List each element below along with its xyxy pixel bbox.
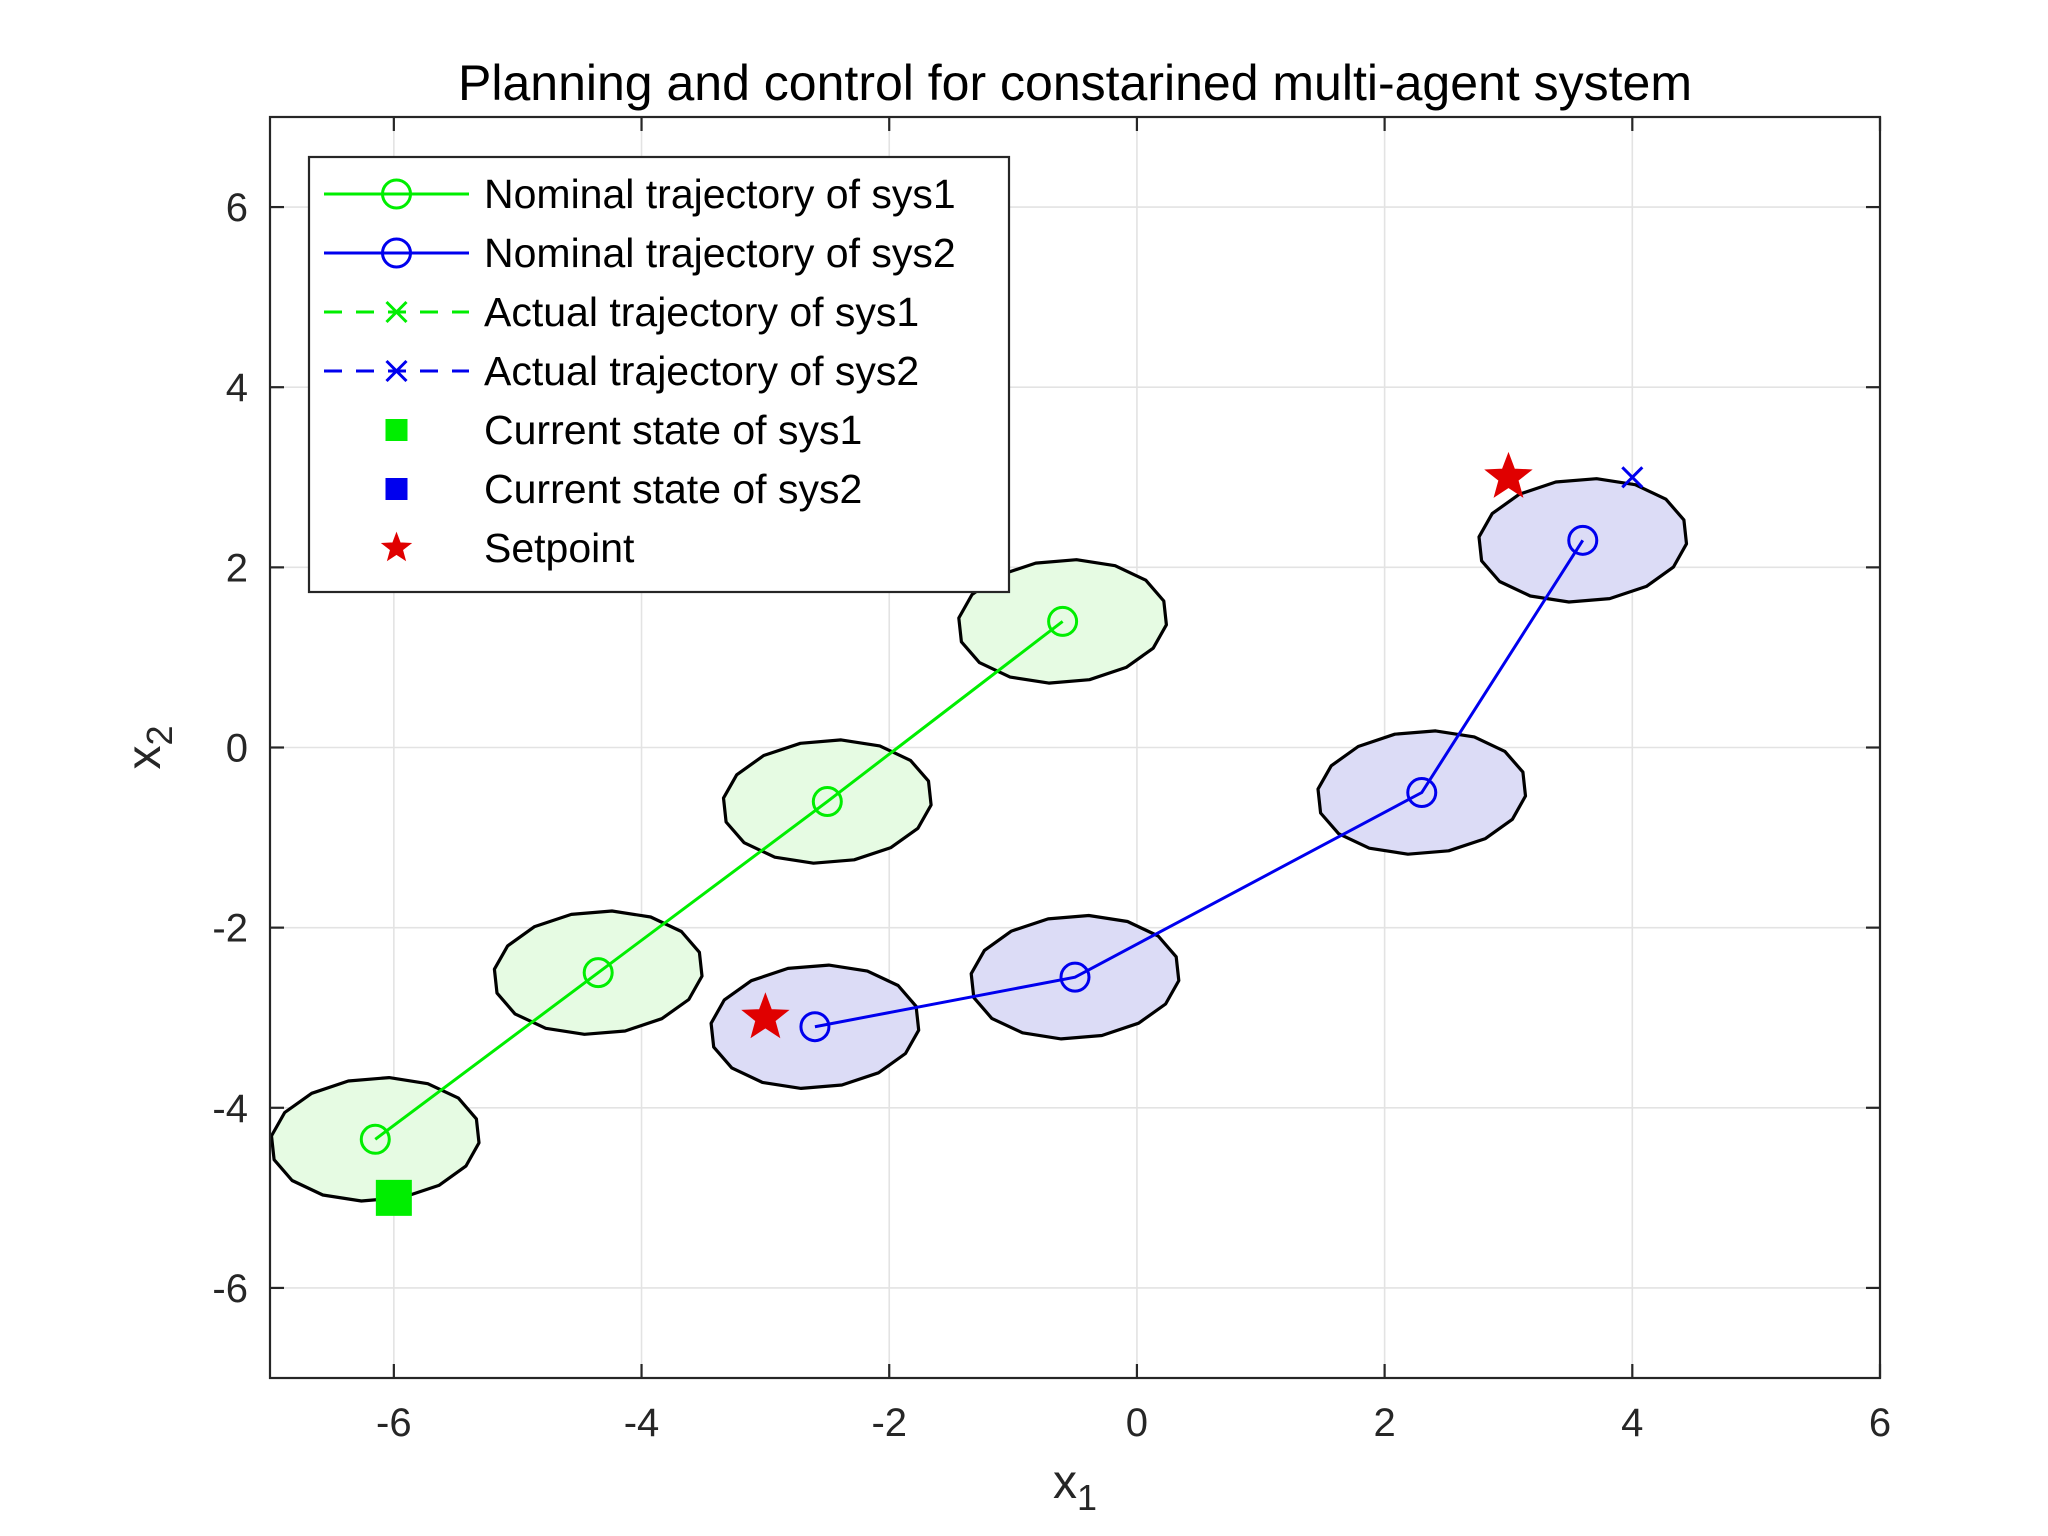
nominal-trajectory-of-sys1-tube [270,1075,481,1203]
nominal-trajectory-of-sys2-line [814,539,1585,1029]
nominal-trajectory-of-sys2-tube [709,963,921,1091]
nominal-trajectory-of-sys2-marker [1567,524,1599,556]
legend-label: Current state of sys1 [484,407,862,453]
legend-entry: Current state of sys1 [385,407,862,453]
y-tick-label: -4 [212,1087,248,1131]
current-state-of-sys1-marker [375,1179,412,1216]
legend-label: Actual trajectory of sys2 [484,348,919,394]
legend-label: Current state of sys2 [484,466,862,512]
legend-x-marker [385,300,408,324]
nominal-trajectory-of-sys2-marker [1406,777,1438,809]
nominal-trajectory-of-sys1-marker [811,786,843,818]
nominal-trajectory-of-sys1-marker [1047,605,1079,637]
nominal-trajectory-of-sys2-marker [1059,961,1091,993]
tick-layer: -6 -4 -2 0 2 4 6 -6 -4 -2 0 2 4 6 [212,117,1891,1445]
legend-entry: Nominal trajectory of sys1 [324,171,956,217]
legend-x-marker-stroke-b [385,300,408,324]
legend-label: Nominal trajectory of sys1 [484,171,956,217]
x-tick-label: -4 [624,1401,660,1445]
legend-square-marker [385,419,408,441]
legend: Nominal trajectory of sys1 Nominal trajec… [307,155,1011,594]
legend-star-marker [380,531,413,562]
legend-label: Actual trajectory of sys1 [484,289,919,335]
legend-label: Setpoint [484,525,635,571]
legend-box [307,155,1011,594]
y-tick-label: 2 [226,546,248,590]
nominal-trajectory-of-sys1-marker [582,957,614,989]
nominal-trajectory-of-sys1-marker [359,1123,391,1155]
legend-circle-marker [381,178,412,210]
legend-x-marker [385,359,408,383]
legend-entry: Current state of sys2 [385,466,862,512]
legend-entry: Nominal trajectory of sys2 [324,230,956,276]
x-axis-label: x1 [1053,1456,1097,1518]
series-layer [359,451,1644,1216]
y-tick-label: 6 [226,186,248,230]
legend-entry: Actual trajectory of sys2 [324,348,919,394]
x-tick-label: 6 [1869,1401,1891,1445]
y-tick-label: -6 [212,1267,248,1311]
legend-entry: Actual trajectory of sys1 [324,289,919,335]
nominal-trajectory-of-sys2-marker [799,1011,831,1043]
actual-trajectory-of-sys2-marker [1621,466,1644,489]
actual-trajectory-of-sys2-marker-stroke-b [1621,466,1644,489]
legend-entry: Setpoint [380,525,635,571]
legend-label: Nominal trajectory of sys2 [484,230,956,276]
x-tick-label: -6 [376,1401,412,1445]
chart-title: Planning and control for constarined mul… [458,55,1692,111]
nominal-trajectory-of-sys1-line [374,620,1064,1141]
legend-circle-marker [381,237,412,269]
setpoint-marker [1484,451,1533,498]
y-tick-label: -2 [212,907,248,951]
legend-x-marker-stroke-b [385,359,408,383]
x-tick-label: 4 [1621,1401,1643,1445]
x-tick-label: 2 [1373,1401,1395,1445]
setpoint-marker [741,992,790,1039]
x-tick-label: -2 [871,1401,907,1445]
y-tick-label: 4 [226,366,248,410]
legend-square-marker [385,478,408,500]
y-tick-label: 0 [226,727,248,771]
y-axis-label: x2 [118,725,180,769]
x-tick-label: 0 [1126,1401,1148,1445]
